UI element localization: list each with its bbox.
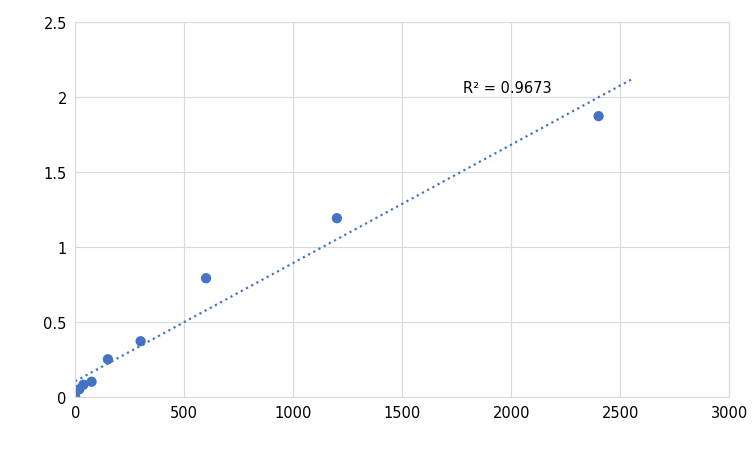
Text: R² = 0.9673: R² = 0.9673	[463, 81, 552, 96]
Point	[135, 338, 147, 345]
Point	[102, 356, 114, 363]
Point	[200, 275, 212, 282]
Point	[331, 215, 343, 222]
Point	[73, 386, 85, 393]
Point	[86, 378, 98, 386]
Point	[69, 393, 81, 400]
Point	[77, 381, 89, 388]
Point	[593, 113, 605, 120]
